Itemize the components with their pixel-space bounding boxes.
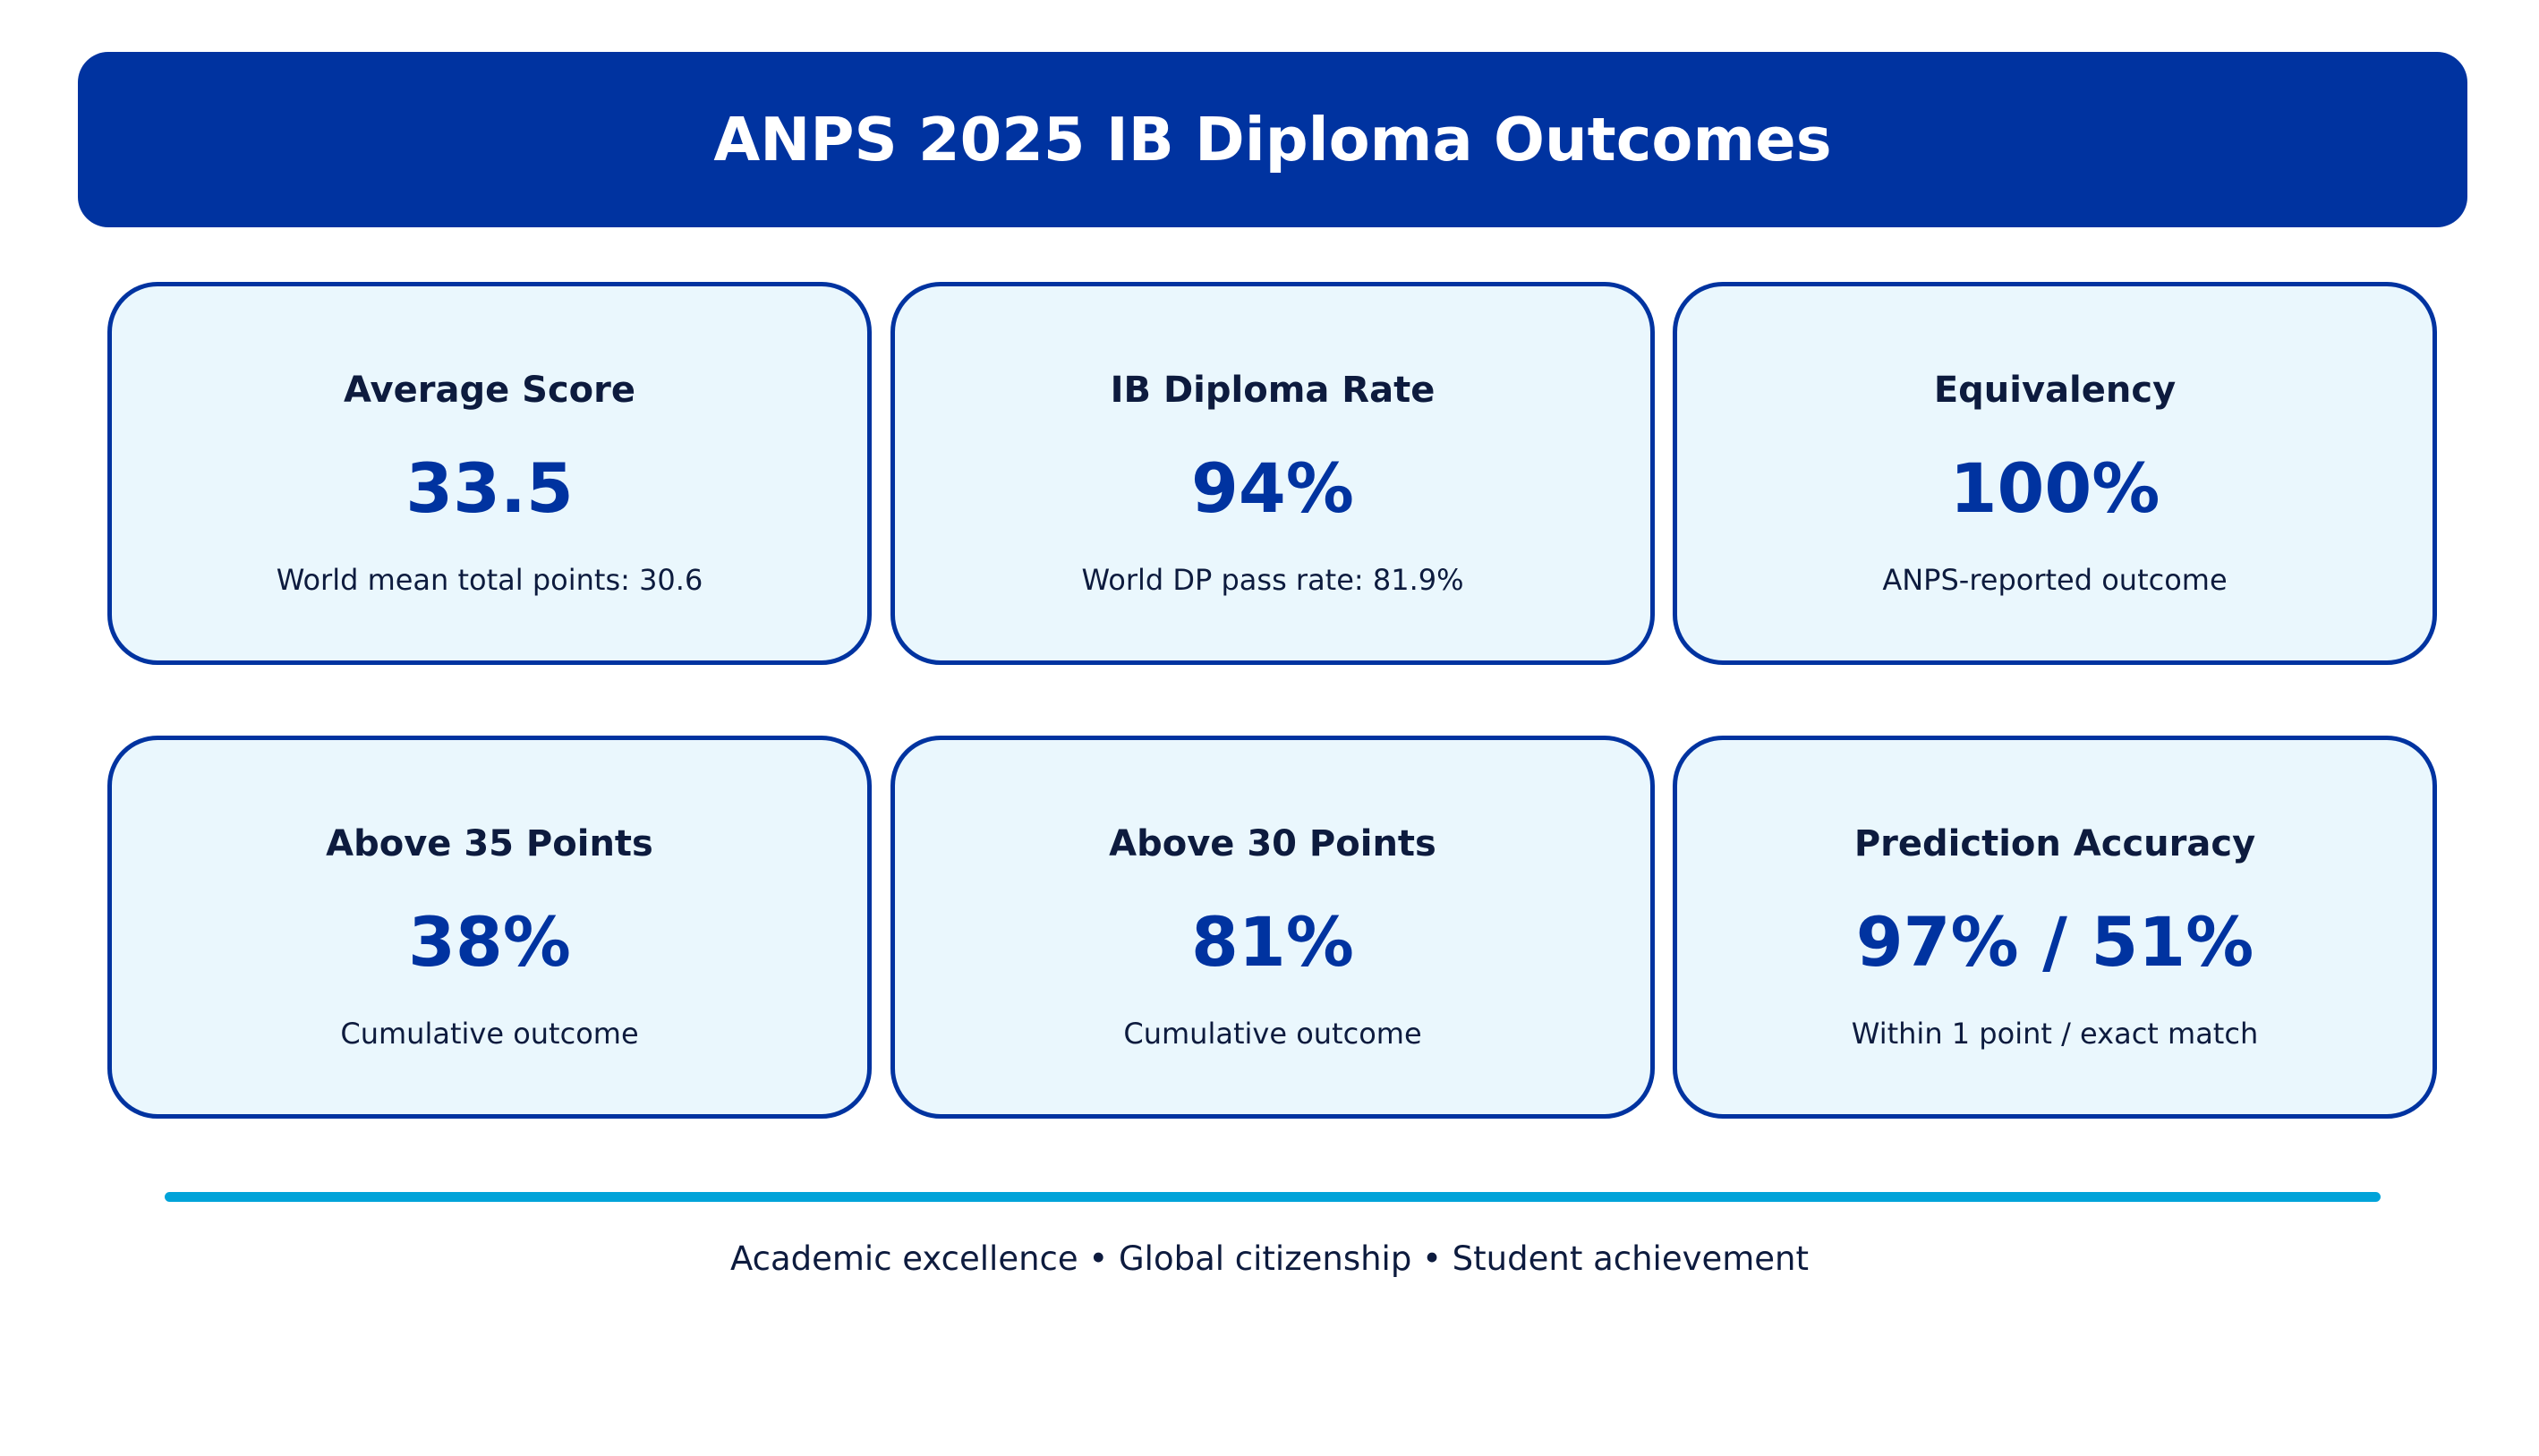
stat-card-above-30-points: Above 30 Points 81% Cumulative outcome [890, 736, 1655, 1119]
stat-card-label: Prediction Accuracy [1853, 823, 2256, 864]
footer-tagline: Academic excellence • Global citizenship… [729, 1239, 1810, 1278]
page-title: ANPS 2025 IB Diploma Outcomes [713, 104, 1832, 175]
stat-card-note: ANPS-reported outcome [1882, 563, 2228, 597]
stat-card-note: Within 1 point / exact match [1851, 1017, 2259, 1051]
stat-card-prediction-accuracy: Prediction Accuracy 97% / 51% Within 1 p… [1673, 736, 2437, 1119]
stat-card-value: 33.5 [405, 448, 574, 528]
header-banner: ANPS 2025 IB Diploma Outcomes [78, 52, 2467, 227]
footer-divider [165, 1192, 2381, 1202]
stat-card-above-35-points: Above 35 Points 38% Cumulative outcome [107, 736, 872, 1119]
stat-card-label: IB Diploma Rate [1110, 370, 1436, 411]
stat-card-label: Equivalency [1933, 370, 2177, 411]
stat-card-note: Cumulative outcome [340, 1017, 639, 1051]
stat-card-note: World mean total points: 30.6 [276, 563, 703, 597]
stat-card-label: Above 30 Points [1109, 823, 1436, 864]
stat-card-average-score: Average Score 33.5 World mean total poin… [107, 282, 872, 665]
stat-card-note: Cumulative outcome [1123, 1017, 1422, 1051]
stat-card-note: World DP pass rate: 81.9% [1081, 563, 1464, 597]
stat-card-value: 97% / 51% [1855, 902, 2254, 982]
stat-card-value: 38% [408, 902, 571, 982]
stat-card-value: 81% [1191, 902, 1354, 982]
stat-card-ib-diploma-rate: IB Diploma Rate 94% World DP pass rate: … [890, 282, 1655, 665]
stat-card-value: 100% [1949, 448, 2160, 528]
stat-card-label: Average Score [344, 370, 635, 411]
stat-card-label: Above 35 Points [326, 823, 653, 864]
stat-card-equivalency: Equivalency 100% ANPS-reported outcome [1673, 282, 2437, 665]
stat-card-value: 94% [1191, 448, 1354, 528]
